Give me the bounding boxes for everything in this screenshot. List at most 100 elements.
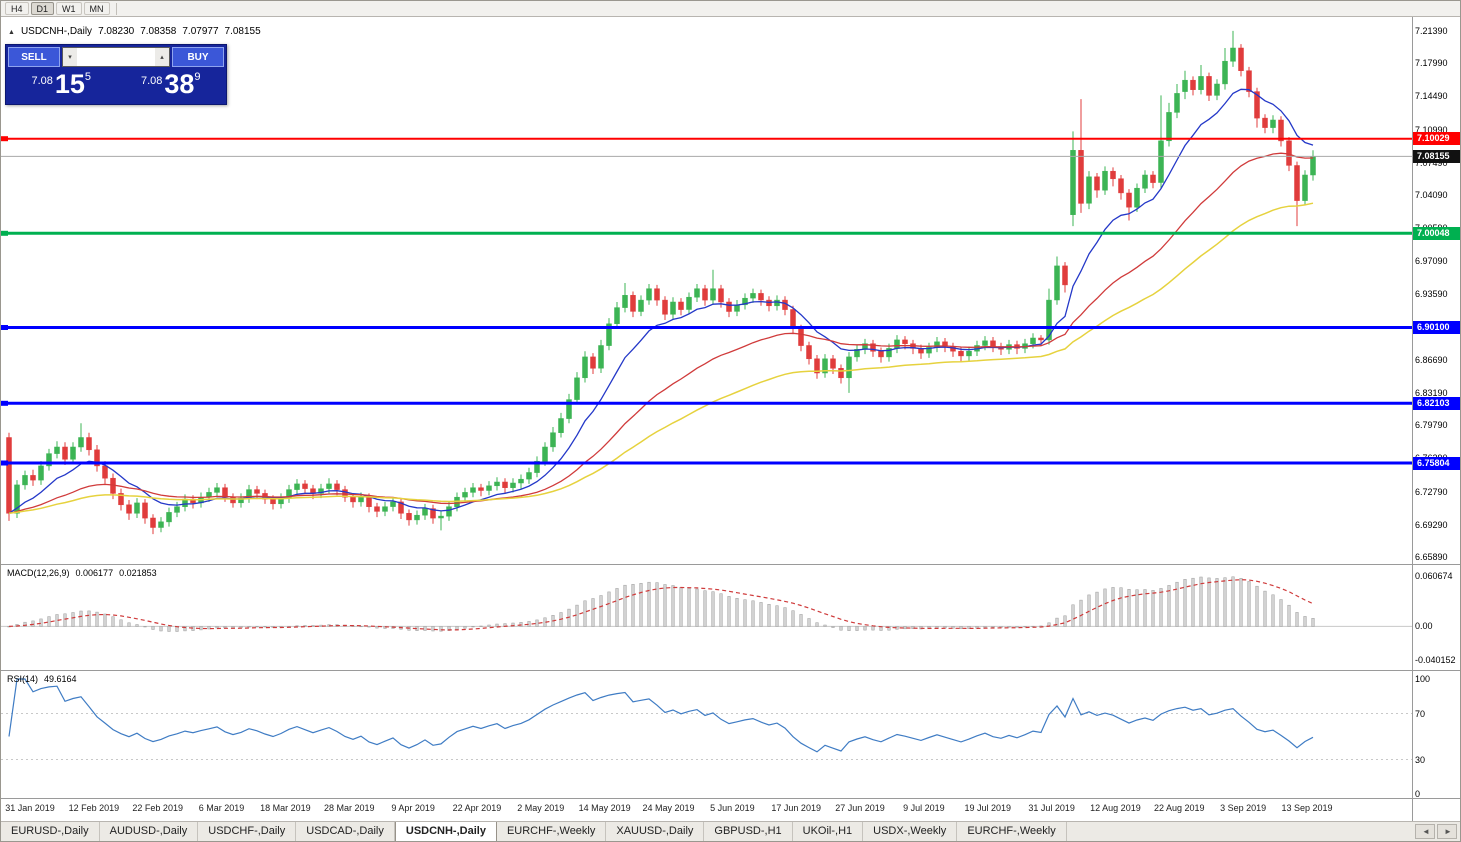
date-label: 31 Jul 2019 <box>1028 803 1075 813</box>
chart-tab-EURCHF-Weekly[interactable]: EURCHF-,Weekly <box>957 822 1067 841</box>
chart-tab-XAUUSD-Daily[interactable]: XAUUSD-,Daily <box>606 822 705 841</box>
date-label: 5 Jun 2019 <box>710 803 755 813</box>
macd-tick: 0.060674 <box>1415 571 1453 582</box>
chart-tab-USDCNH-Daily[interactable]: USDCNH-,Daily <box>394 822 497 841</box>
chart-tab-bar: EURUSD-,Daily AUDUSD-,Daily USDCHF-,Daily U… <box>1 821 1460 841</box>
chart-tab-AUDUSD-Daily[interactable]: AUDUSD-,Daily <box>100 822 199 841</box>
candles-layer <box>6 30 1316 535</box>
date-label: 22 Apr 2019 <box>452 803 502 813</box>
price-tick: 6.93590 <box>1415 289 1448 300</box>
date-label: 12 Aug 2019 <box>1090 803 1141 813</box>
sell-price-display[interactable]: 7.08155 <box>8 69 115 102</box>
chart-low-value: 7.07977 <box>182 26 219 37</box>
date-label: 9 Jul 2019 <box>903 803 945 813</box>
sell-price-prefix: 7.08 <box>31 75 53 87</box>
date-label: 14 May 2019 <box>578 803 631 813</box>
timeframe-button-H4[interactable]: H4 <box>5 2 29 15</box>
timeframe-button-D1[interactable]: D1 <box>30 2 55 15</box>
buy-price-prefix: 7.08 <box>140 75 163 87</box>
date-label: 17 Jun 2019 <box>771 803 821 813</box>
price-tick: 6.79790 <box>1415 420 1448 431</box>
timeframe-button-W1[interactable]: W1 <box>56 2 82 15</box>
date-label: 31 Jan 2019 <box>5 803 55 813</box>
buy-price-display[interactable]: 7.08389 <box>118 69 225 102</box>
buy-button[interactable]: BUY <box>172 47 224 67</box>
date-label: 18 Mar 2019 <box>260 803 311 813</box>
price-badge-6.90100: 6.90100 <box>1413 321 1460 335</box>
date-label: 12 Feb 2019 <box>68 803 120 813</box>
fast-ma-line <box>8 88 1314 514</box>
rsi-value: 49.6164 <box>44 674 77 684</box>
macd-signal-value: 0.021853 <box>119 568 157 578</box>
chart-tab-EURCHF-Weekly[interactable]: EURCHF-,Weekly <box>497 822 607 841</box>
symbol-marker-icon: ▲ <box>8 29 15 36</box>
volume-input[interactable] <box>77 48 155 66</box>
price-tick: 6.65890 <box>1415 551 1448 562</box>
timeframe-toolbar: H4 D1 W1 MN <box>1 1 1460 17</box>
date-label: 19 Jul 2019 <box>964 803 1012 813</box>
chart-tab-UKOil-H1[interactable]: UKOil-,H1 <box>793 822 864 841</box>
rsi-tick: 70 <box>1415 708 1426 719</box>
chart-tab-GBPUSD-H1[interactable]: GBPUSD-,H1 <box>704 822 793 841</box>
chart-tab-USDCAD-Daily[interactable]: USDCAD-,Daily <box>296 822 395 841</box>
hline-anchor[interactable] <box>1 460 8 466</box>
slow-ma-line <box>8 202 1314 515</box>
macd-tick: -0.040152 <box>1415 654 1456 665</box>
buy-price-main: 38 <box>164 69 195 99</box>
price-tick: 7.10990 <box>1415 124 1448 135</box>
macd-main-value: 0.006177 <box>75 568 114 578</box>
rsi-name: RSI(14) <box>7 674 39 684</box>
sell-price-main: 15 <box>54 69 85 99</box>
timeframe-button-MN[interactable]: MN <box>83 2 110 15</box>
date-label: 24 May 2019 <box>642 803 695 813</box>
tab-scroll-right-icon[interactable]: ► <box>1437 824 1457 839</box>
volume-decrease-button[interactable]: ▾ <box>63 48 77 66</box>
sell-button[interactable]: SELL <box>8 47 60 67</box>
volume-increase-button[interactable]: ▴ <box>155 48 169 66</box>
mid-ma-line <box>8 152 1314 514</box>
hline-anchor[interactable] <box>1 325 8 330</box>
price-badge-7.10029: 7.10029 <box>1413 132 1460 146</box>
macd-label: MACD(12,26,9) 0.006177 0.021853 <box>7 568 157 578</box>
current-price-badge: 7.08155 <box>1413 149 1460 163</box>
date-label: 9 Apr 2019 <box>391 803 435 813</box>
rsi-tick: 0 <box>1415 789 1421 799</box>
hline-anchor[interactable] <box>1 230 8 236</box>
hline-anchor[interactable] <box>1 400 8 406</box>
chart-close-value: 7.08155 <box>224 26 261 37</box>
price-badge-7.00048: 7.00048 <box>1413 226 1460 240</box>
price-tick: 6.86690 <box>1415 354 1448 365</box>
date-label: 6 Mar 2019 <box>198 803 245 813</box>
price-tick: 6.69290 <box>1415 519 1448 530</box>
chart-tab-EURUSD-Daily[interactable]: EURUSD-,Daily <box>1 822 100 841</box>
one-click-trading-panel: SELL ▾ ▴ BUY 7.08155 7.08389 <box>5 44 227 105</box>
macd-signal-line <box>8 579 1314 631</box>
price-tick: 6.83190 <box>1415 388 1448 399</box>
rsi-line <box>8 678 1314 753</box>
rsi-tick: 30 <box>1415 754 1426 765</box>
date-label: 13 Sep 2019 <box>1281 803 1333 813</box>
chart-tabs: EURUSD-,Daily AUDUSD-,Daily USDCHF-,Daily U… <box>1 822 1412 841</box>
tab-scroll-left-icon[interactable]: ◄ <box>1415 824 1435 839</box>
chart-canvas <box>1 17 1460 823</box>
macd-name: MACD(12,26,9) <box>7 568 70 578</box>
price-badge-6.75804: 6.75804 <box>1413 456 1460 470</box>
chart-high-value: 7.08358 <box>140 26 177 37</box>
hline-anchor[interactable] <box>1 136 8 142</box>
date-label: 3 Sep 2019 <box>1220 803 1267 813</box>
volume-control: ▾ ▴ <box>62 47 170 67</box>
chart-title: ▲ USDCNH-,Daily 7.08230 7.08358 7.07977 … <box>8 26 261 37</box>
price-tick: 6.72790 <box>1415 486 1448 497</box>
chart-tab-USDCHF-Daily[interactable]: USDCHF-,Daily <box>198 822 297 841</box>
rsi-label: RSI(14) 49.6164 <box>7 674 77 684</box>
price-badge-6.82103: 6.82103 <box>1413 396 1460 410</box>
sell-price-pip: 5 <box>84 71 92 83</box>
price-tick: 6.97090 <box>1415 256 1448 267</box>
price-tick: 7.14490 <box>1415 91 1448 102</box>
price-tick: 7.21390 <box>1415 25 1448 36</box>
toolbar-separator <box>115 2 117 15</box>
price-tick: 7.04090 <box>1415 189 1448 200</box>
macd-histogram <box>7 576 1315 632</box>
chart-tab-USDX-Weekly[interactable]: USDX-,Weekly <box>863 822 958 841</box>
